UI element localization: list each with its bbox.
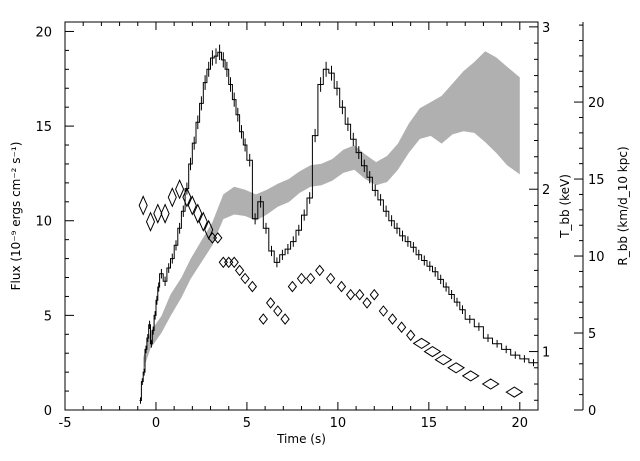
- temperature-diamond: [224, 256, 234, 269]
- shaded-band-layer: [143, 51, 520, 371]
- temperature-diamond: [187, 195, 197, 216]
- x-tick-label: 20: [512, 416, 529, 431]
- temperature-diamond: [369, 288, 379, 301]
- temperature-diamond: [240, 272, 250, 285]
- temperature-diamond: [287, 280, 298, 293]
- y-right-inner-tick-label: 1: [542, 346, 550, 361]
- radius-band: [143, 51, 520, 371]
- temperature-diamond: [434, 354, 453, 366]
- temperature-diamond: [423, 346, 442, 358]
- temperature-diamond: [406, 329, 416, 342]
- temperature-diamond: [387, 313, 398, 325]
- temperature-diamond: [198, 211, 208, 232]
- x-tick-label: 15: [421, 416, 438, 431]
- temperature-diamond: [234, 264, 245, 277]
- y-left-tick-label: 20: [35, 25, 52, 40]
- y-right-outer-tick-label: 10: [588, 250, 605, 265]
- histogram-layer: [139, 44, 538, 404]
- temperature-diamond: [280, 313, 290, 325]
- temperature-diamond: [213, 232, 223, 244]
- y-right-outer-tick-label: 20: [588, 96, 605, 111]
- y-right-outer-axis-title: R_bb (km/d_10 kpc): [616, 146, 630, 265]
- diamond-layer: [138, 178, 524, 398]
- temperature-diamond: [182, 187, 192, 208]
- temperature-diamond: [273, 305, 283, 317]
- temperature-diamond: [336, 280, 347, 293]
- temperature-diamond: [305, 272, 316, 285]
- temperature-diamond: [396, 321, 407, 334]
- temperature-diamond: [345, 288, 356, 301]
- y-right-outer-tick-label: 0: [588, 404, 596, 419]
- temperature-diamond: [265, 297, 276, 309]
- temperature-diamond: [505, 386, 524, 398]
- y-left-axis-title: Flux (10⁻⁹ ergs cm⁻² s⁻¹): [9, 142, 23, 291]
- temperature-diamond: [160, 203, 170, 224]
- y-left-tick-label: 5: [44, 309, 52, 324]
- x-tick-label: 5: [243, 416, 251, 431]
- temperature-diamond: [258, 313, 268, 325]
- temperature-diamond: [355, 288, 365, 301]
- temperature-diamond: [296, 272, 307, 285]
- temperature-diamond: [447, 362, 466, 374]
- temperature-diamond: [247, 280, 258, 293]
- y-right-outer-tick-label: 5: [588, 327, 596, 342]
- temperature-diamond: [229, 256, 239, 269]
- temperature-diamond: [362, 297, 372, 309]
- temperature-diamond: [315, 264, 325, 277]
- temperature-diamond: [461, 370, 480, 382]
- y-left-tick-label: 0: [44, 404, 52, 419]
- y-left-tick-label: 10: [35, 215, 52, 230]
- x-tick-label: 0: [152, 416, 160, 431]
- y-right-inner-tick-label: 3: [542, 21, 550, 36]
- temperature-diamond: [167, 187, 177, 208]
- temperature-diamond: [481, 378, 500, 390]
- labels-layer: -5 0 5 10 15 20 0 5 10 15 20 1 2 3 0 5 10 15 20 Time (s) Flu…: [9, 21, 630, 446]
- y-right-outer-tick-label: 15: [588, 173, 605, 188]
- y-left-tick-label: 15: [35, 120, 52, 135]
- axes-layer: [64, 21, 584, 411]
- temperature-diamond: [325, 272, 336, 285]
- temperature-diamond: [138, 195, 148, 216]
- temperature-diamond: [378, 305, 389, 317]
- temperature-diamond: [218, 256, 228, 269]
- y-right-inner-axis-title: T_bb (keV): [558, 174, 572, 239]
- x-axis-title: Time (s): [276, 432, 326, 446]
- temperature-diamond: [412, 337, 431, 349]
- temperature-diamond: [193, 203, 203, 224]
- x-tick-label: 10: [330, 416, 347, 431]
- y-right-inner-tick-label: 2: [542, 183, 550, 198]
- x-tick-label: -5: [59, 416, 72, 431]
- temperature-diamond: [153, 203, 163, 224]
- temperature-diamond: [145, 211, 156, 232]
- temperature-diamond: [175, 178, 185, 200]
